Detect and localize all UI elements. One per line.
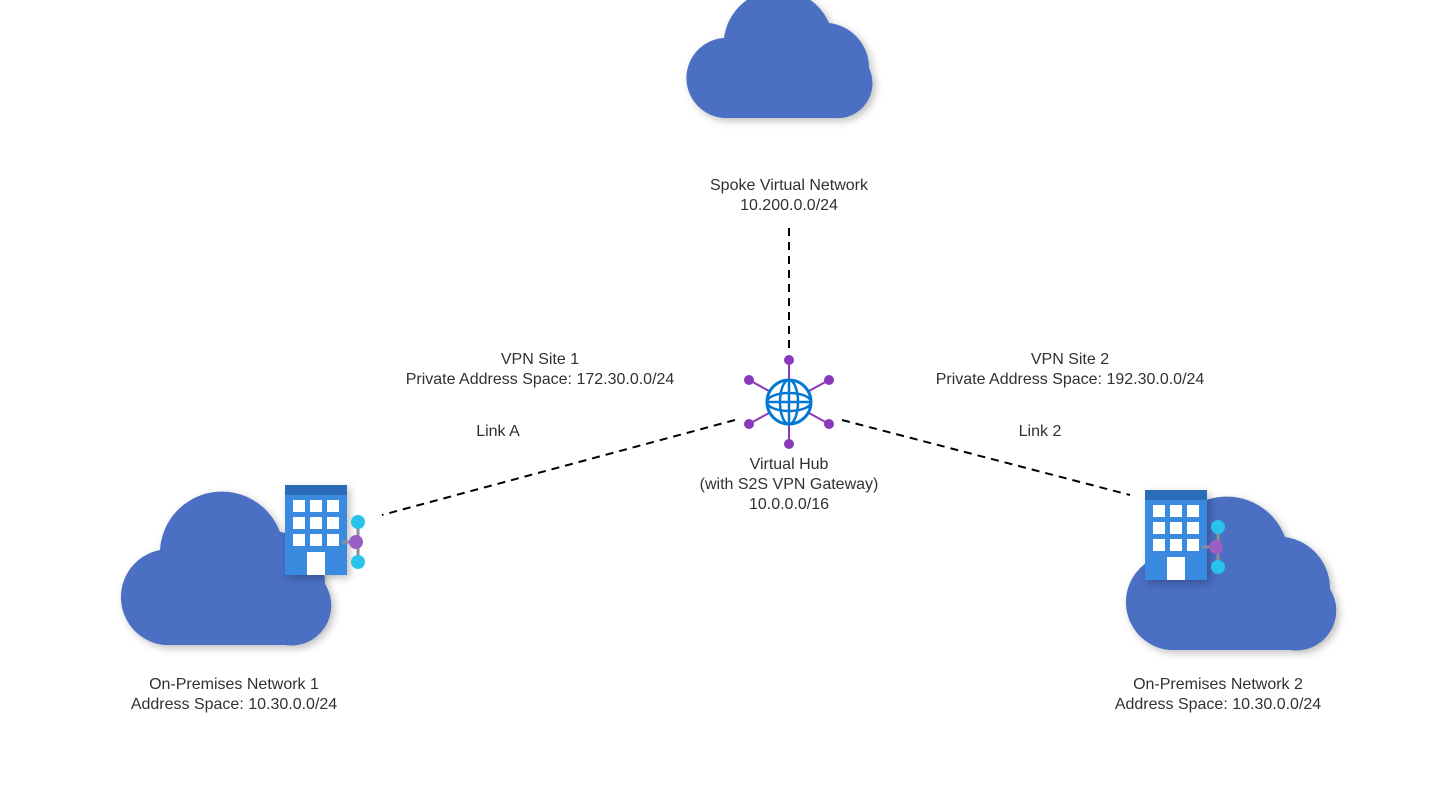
hub-label: Virtual Hub (with S2S VPN Gateway) 10.0.… (0, 455, 1443, 515)
onprem1-label: On-Premises Network 1 Address Space: 10.… (34, 675, 434, 715)
local-gateway-icon (1202, 520, 1225, 574)
onprem2-title: On-Premises Network 2 (1018, 675, 1418, 695)
site1-title: VPN Site 1 (340, 350, 740, 370)
site2-title: VPN Site 2 (870, 350, 1270, 370)
diagram-canvas: { "type": "network", "background_color":… (0, 0, 1443, 788)
site2-info: Private Address Space: 192.30.0.0/24 (870, 370, 1270, 390)
link-a-label: Link A (398, 422, 598, 442)
hub-cidr: 10.0.0.0/16 (0, 495, 1443, 515)
spoke-cidr: 10.200.0.0/24 (0, 196, 1443, 216)
site1-label: VPN Site 1 Private Address Space: 172.30… (340, 350, 740, 390)
onprem2-cidr: Address Space: 10.30.0.0/24 (1018, 695, 1418, 715)
link-2-label: Link 2 (940, 422, 1140, 442)
hub-icon (744, 355, 834, 449)
onprem2-label: On-Premises Network 2 Address Space: 10.… (1018, 675, 1418, 715)
onprem1-cidr: Address Space: 10.30.0.0/24 (34, 695, 434, 715)
local-gateway-icon (342, 515, 365, 569)
hub-title: Virtual Hub (0, 455, 1443, 475)
onprem1-title: On-Premises Network 1 (34, 675, 434, 695)
spoke-title: Spoke Virtual Network (0, 176, 1443, 196)
site2-label: VPN Site 2 Private Address Space: 192.30… (870, 350, 1270, 390)
cloud-icon-spoke (686, 0, 872, 118)
site1-info: Private Address Space: 172.30.0.0/24 (340, 370, 740, 390)
hub-subtitle: (with S2S VPN Gateway) (0, 475, 1443, 495)
diagram-svg (0, 0, 1443, 788)
spoke-label: Spoke Virtual Network 10.200.0.0/24 (0, 176, 1443, 216)
